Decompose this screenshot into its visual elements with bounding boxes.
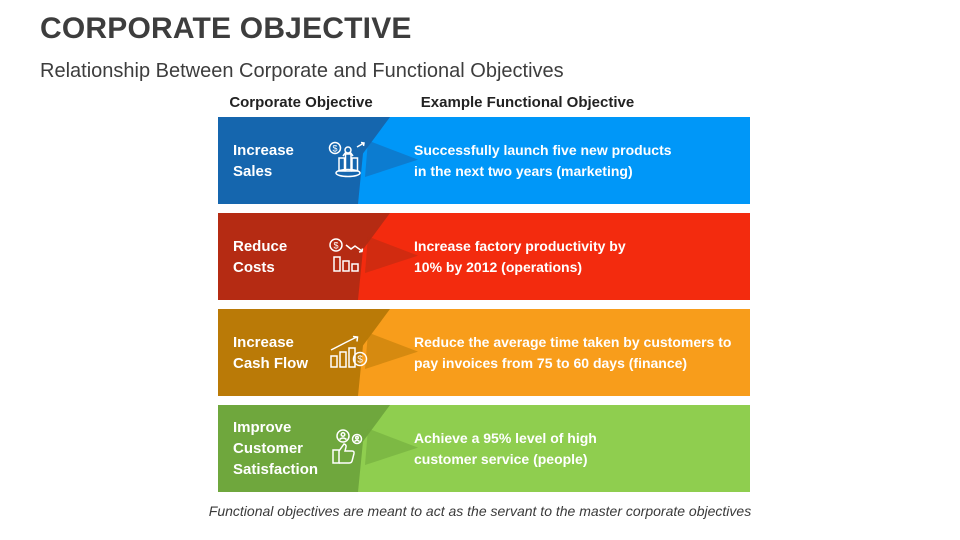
corporate-objective-label: Reduce Costs: [233, 237, 288, 276]
cash-flow-icon: $: [326, 331, 370, 375]
page-title: CORPORATE OBJECTIVE: [40, 12, 412, 45]
svg-text:$: $: [333, 240, 338, 250]
footer-note: Functional objectives are meant to act a…: [208, 503, 752, 519]
functional-objective-text: Increase factory productivity by 10% by …: [414, 237, 626, 275]
corporate-objective-label: Increase Cash Flow: [233, 333, 309, 372]
svg-text:$: $: [332, 143, 337, 153]
column-header-corporate: Corporate Objective: [229, 94, 373, 111]
functional-objective-text: Successfully launch five new products in…: [414, 141, 672, 179]
column-header-functional: Example Functional Objective: [420, 94, 635, 111]
svg-text:$: $: [357, 354, 363, 365]
row-increase-cash-flow: Increase Cash Flow $ Reduce the average …: [218, 309, 750, 396]
page-subtitle: Relationship Between Corporate and Funct…: [40, 60, 564, 82]
cost-reduction-icon: $: [326, 235, 370, 279]
row-increase-sales: Increase Sales $ Successfully launch fiv…: [218, 117, 750, 204]
sales-growth-icon: $: [326, 139, 370, 183]
functional-objective-text: Achieve a 95% level of high customer ser…: [414, 429, 597, 467]
corporate-objective-label: Increase Sales: [233, 141, 294, 180]
row-improve-customer-satisfaction: Improve Customer Satisfaction Achieve a …: [218, 405, 750, 492]
customer-satisfaction-icon: [326, 427, 370, 471]
corporate-objective-label: Improve Customer Satisfaction: [233, 419, 319, 478]
functional-objective-text: Reduce the average time taken by custome…: [414, 333, 732, 371]
row-reduce-costs: Reduce Costs $ Increase factory producti…: [218, 213, 750, 300]
